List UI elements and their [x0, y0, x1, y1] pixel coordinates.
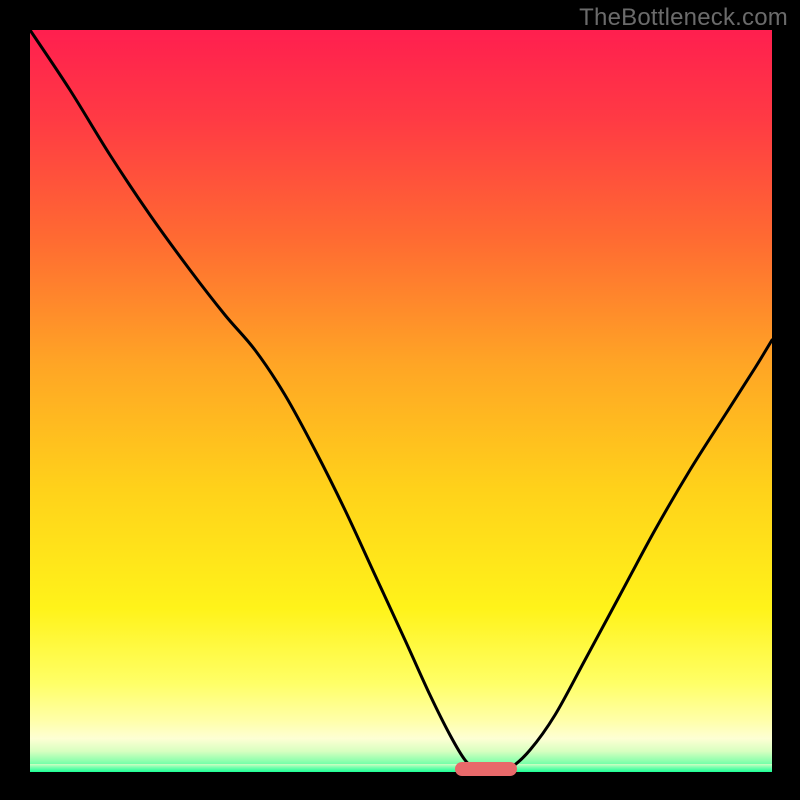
chart-container: TheBottleneck.com [0, 0, 800, 800]
optimal-range-marker [455, 762, 517, 776]
bottleneck-curve [30, 30, 772, 772]
curve-layer [0, 0, 800, 800]
watermark-text: TheBottleneck.com [579, 4, 788, 32]
